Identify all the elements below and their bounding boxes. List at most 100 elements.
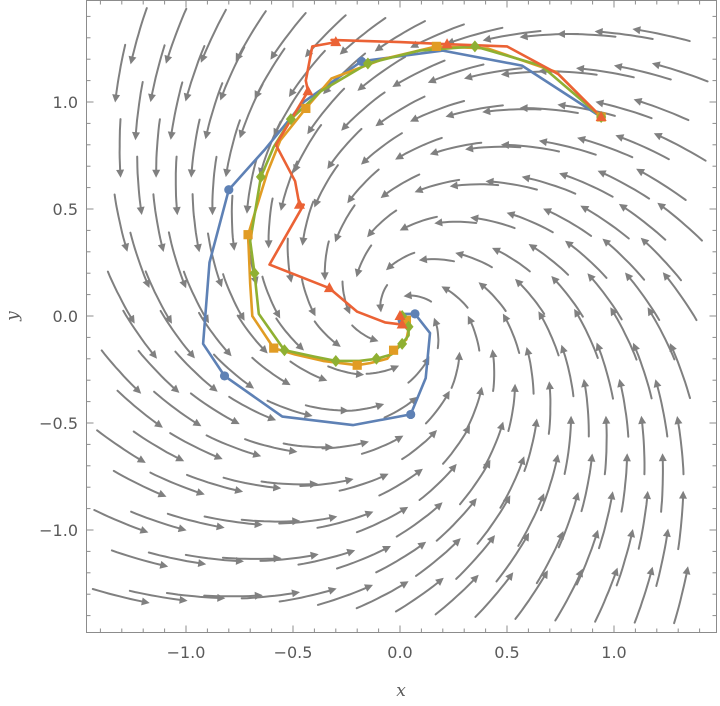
streamline-arrowhead — [591, 529, 600, 539]
streamline-arrowhead — [552, 454, 561, 463]
streamline — [637, 492, 649, 550]
streamline-arrowhead — [565, 240, 574, 249]
streamline-arrowhead — [467, 315, 475, 325]
streamline-arrowhead — [470, 214, 479, 223]
streamline-arrowhead — [607, 491, 616, 500]
streamline — [581, 206, 630, 240]
streamline — [521, 107, 579, 114]
streamline — [170, 81, 184, 138]
streamline-arrowhead — [332, 339, 341, 347]
streamline — [144, 270, 172, 323]
streamline-arrowhead — [653, 133, 663, 141]
streamline-arrowhead — [267, 413, 277, 422]
streamline-arrowhead — [643, 490, 651, 500]
streamline — [633, 344, 653, 400]
streamline-arrowhead — [192, 418, 202, 427]
streamline — [552, 277, 584, 318]
streamline-arrowhead — [142, 279, 150, 288]
streamline — [96, 429, 145, 463]
streamline — [336, 546, 390, 570]
streamline-arrowhead — [286, 274, 294, 283]
streamline-arrowhead — [517, 456, 526, 466]
streamline — [360, 436, 402, 455]
streamline — [205, 434, 260, 457]
streamline-arrowhead — [410, 114, 419, 122]
streamline-arrowhead — [633, 98, 643, 106]
streamline — [155, 118, 161, 176]
series-triangle-marker — [396, 318, 408, 329]
streamline — [597, 101, 653, 120]
streamline-arrowhead — [625, 272, 634, 282]
streamline-arrowhead — [482, 34, 492, 43]
streamline-arrowhead — [537, 493, 545, 503]
streamline — [580, 455, 593, 513]
streamline-arrowhead — [679, 490, 687, 499]
streamline — [213, 353, 253, 388]
streamline — [431, 141, 483, 155]
streamline-arrowhead — [543, 208, 552, 216]
series-square-marker — [301, 103, 311, 114]
axis-ticks — [86, 0, 717, 633]
streamline-arrowhead — [414, 185, 424, 193]
streamline-arrowhead — [175, 454, 185, 462]
streamline — [625, 273, 661, 321]
series-square-marker — [401, 315, 412, 325]
streamline — [236, 10, 267, 60]
streamline-arrowhead — [217, 593, 226, 602]
series-square-marker — [431, 41, 441, 51]
streamline — [166, 512, 223, 529]
streamline — [376, 95, 426, 126]
streamline-arrowhead — [320, 272, 329, 281]
series-triangle-marker — [441, 38, 453, 49]
streamline — [266, 399, 311, 417]
trajectory-series — [201, 36, 607, 427]
y-tick-label: 0.0 — [53, 307, 78, 326]
streamline-arrowhead — [597, 170, 607, 178]
streamline — [411, 100, 466, 122]
series-square-marker — [243, 230, 253, 240]
streamline-arrowhead — [164, 314, 172, 324]
streamline-arrowhead — [432, 317, 441, 327]
streamline-arrowhead — [399, 581, 409, 589]
streamline-arrowhead — [647, 307, 656, 317]
streamline — [251, 356, 289, 385]
streamline-arrowhead — [540, 570, 548, 580]
streamline — [588, 274, 623, 321]
streamline-arrowhead — [380, 190, 390, 199]
streamline — [341, 280, 350, 313]
streamline — [191, 193, 200, 251]
streamline — [393, 59, 446, 87]
streamline — [293, 124, 323, 172]
streamline-arrowhead — [116, 169, 125, 178]
streamline — [394, 578, 443, 613]
series-diamond-marker — [403, 320, 414, 333]
streamline — [362, 132, 403, 164]
streamline — [342, 91, 386, 130]
streamline — [228, 395, 275, 421]
streamline-arrowhead — [500, 141, 509, 149]
streamline-arrowhead — [486, 535, 495, 544]
streamline-arrowhead — [310, 551, 319, 560]
series-circle-marker — [406, 409, 416, 420]
streamline — [523, 176, 577, 195]
streamline — [246, 157, 258, 212]
streamline — [147, 551, 205, 565]
streamline-arrowhead — [468, 498, 477, 507]
streamline — [670, 344, 691, 400]
streamline — [594, 569, 618, 623]
streamline — [365, 365, 398, 375]
streamline — [297, 550, 354, 566]
streamline-arrowhead — [308, 307, 316, 317]
streamline-arrowhead — [386, 261, 395, 271]
streamline-arrowhead — [618, 203, 628, 212]
streamline-arrowhead — [112, 94, 121, 103]
streamline — [301, 200, 315, 244]
streamline-arrowhead — [148, 93, 156, 103]
streamline — [282, 442, 332, 449]
series-diamond-marker — [371, 352, 382, 365]
streamline-arrowhead — [141, 597, 150, 606]
streamline-arrowhead — [223, 168, 232, 178]
streamline — [493, 248, 531, 273]
streamline-arrowhead — [183, 92, 192, 102]
streamline — [655, 133, 707, 162]
